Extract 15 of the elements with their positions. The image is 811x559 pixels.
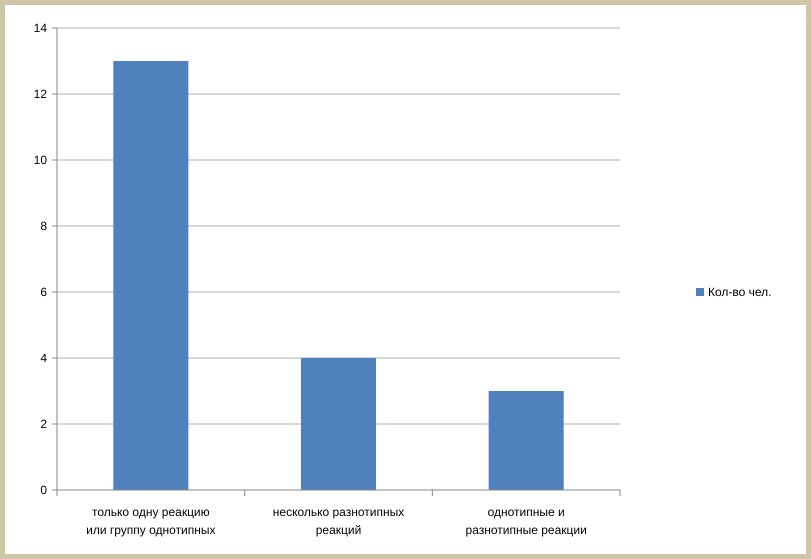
bar [488,391,564,490]
y-tick-label: 10 [34,153,48,168]
bar [113,61,188,490]
x-tick-label: только одну реакцию или группу однотипных [86,505,216,537]
legend-label: Кол-во чел. [708,285,772,300]
y-tick-label: 14 [34,21,48,36]
y-tick-label: 4 [40,351,48,366]
y-tick-label: 0 [40,483,48,498]
x-tick-label: несколько разнотипных реакций [272,505,404,537]
y-tick-label: 2 [40,417,48,432]
bar [300,358,376,490]
y-tick-label: 12 [34,87,48,102]
x-tick-label: однотипные и разнотипные реакции [466,505,587,537]
y-tick-label: 8 [40,219,48,234]
y-tick-label: 6 [40,285,48,300]
